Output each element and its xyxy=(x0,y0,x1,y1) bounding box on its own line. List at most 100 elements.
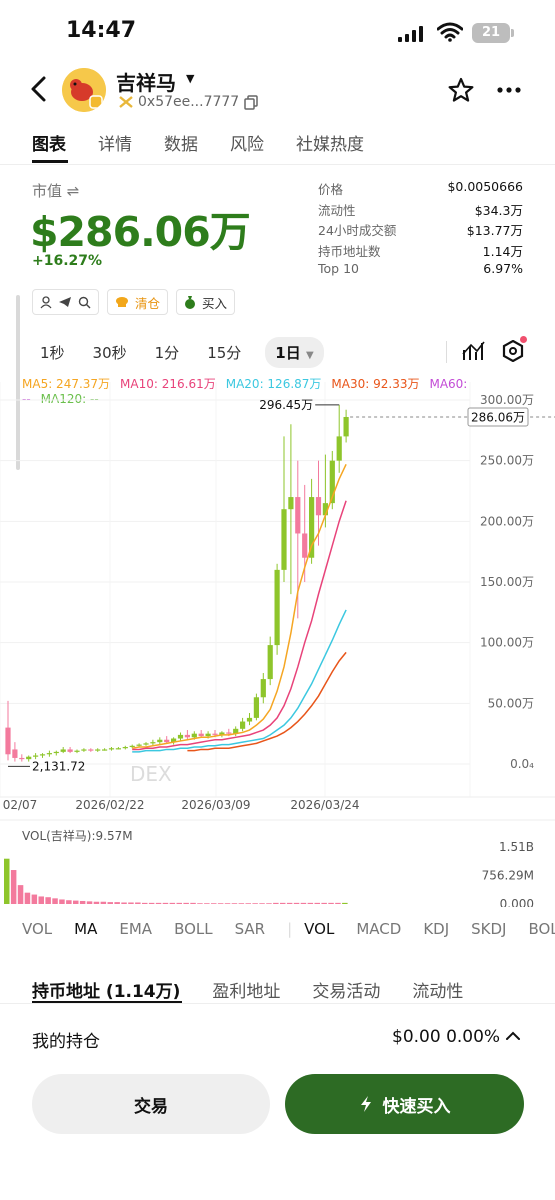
indicator-tab[interactable]: EMA xyxy=(119,920,153,938)
tab-risk[interactable]: 风险 xyxy=(230,135,264,155)
indicator-tab[interactable]: VOL xyxy=(304,920,335,938)
ma-line-ma20 xyxy=(132,609,347,753)
token-name[interactable]: 吉祥马 xyxy=(116,71,176,95)
caret-down-icon[interactable]: ▼ xyxy=(186,72,195,85)
settings-icon[interactable] xyxy=(502,340,524,362)
volume-bar xyxy=(238,903,245,904)
candle-body xyxy=(329,460,335,504)
my-holding-label: 我的持仓 xyxy=(32,1032,100,1052)
more-options-icon[interactable] xyxy=(496,78,522,102)
clear-position-chip[interactable]: 清仓 xyxy=(107,289,169,315)
interval-30s[interactable]: 30秒 xyxy=(92,344,127,362)
interval-15m[interactable]: 15分 xyxy=(207,344,242,362)
notification-dot xyxy=(520,336,527,343)
tab-social[interactable]: 社媒热度 xyxy=(296,135,364,155)
candle-body xyxy=(212,733,218,735)
candle-body xyxy=(184,734,190,738)
indicator-chart-icon[interactable] xyxy=(462,340,486,362)
price-chart[interactable]: 300.00万 250.00万 200.00万 150.00万 100.00万 50.00… xyxy=(0,372,555,907)
market-cap-label[interactable]: 市值 ⇌ xyxy=(32,182,80,200)
high-price-label: 296.45万 xyxy=(259,398,313,412)
volume-bar xyxy=(280,902,286,904)
status-time: 14:47 xyxy=(66,18,137,43)
volume-bar xyxy=(266,903,272,904)
volume-bar xyxy=(252,903,258,904)
candle-body xyxy=(26,756,32,760)
indicator-tabs: VOL MA EMA BOLL SAR | VOL MACD KDJ SKDJ … xyxy=(22,920,555,938)
volume-bar xyxy=(300,902,307,904)
contract-address-row[interactable]: 0x57ee...7777 xyxy=(118,94,259,110)
stat-volume-24h: 24小时成交额 $13.77万 xyxy=(318,220,523,241)
buy-chip[interactable]: 买入 xyxy=(176,289,236,315)
interval-1m[interactable]: 1分 xyxy=(154,344,180,362)
favorite-star-icon[interactable] xyxy=(448,77,474,103)
volume-bar xyxy=(86,901,93,904)
dex-watermark: DEX xyxy=(130,762,172,786)
candle-body xyxy=(260,679,266,698)
tab-details[interactable]: 详情 xyxy=(98,135,132,155)
chevron-up-icon[interactable] xyxy=(505,1030,521,1042)
stat-key: Top 10 xyxy=(318,261,359,276)
volume-bar xyxy=(321,902,327,904)
current-price-tag xyxy=(467,407,529,427)
candle-body xyxy=(67,749,73,752)
bnb-chain-icon xyxy=(119,96,133,108)
candle-body xyxy=(5,727,11,755)
copy-icon[interactable] xyxy=(243,94,259,110)
indicator-tab[interactable]: BOLL xyxy=(528,920,555,938)
volume-bar xyxy=(155,902,162,904)
indicator-tab[interactable]: VOL xyxy=(22,920,53,938)
volume-tick-label: 756.29M xyxy=(482,869,534,883)
volume-bar xyxy=(4,858,10,904)
social-links-chip[interactable] xyxy=(32,289,99,315)
back-arrow-icon[interactable] xyxy=(26,74,52,104)
indicator-tab[interactable]: SAR xyxy=(234,920,266,938)
user-icon xyxy=(40,295,52,308)
candle-body xyxy=(157,739,163,743)
x-tick-label: 02/07 xyxy=(3,798,38,812)
indicator-divider: | xyxy=(287,920,293,938)
volume-bar xyxy=(183,902,189,904)
candle-body xyxy=(164,739,170,743)
volume-label: VOL(吉祥马):9.57M xyxy=(22,829,133,843)
indicator-tab[interactable]: MA xyxy=(74,920,98,938)
battery-indicator: 21 xyxy=(472,23,514,43)
ma-line-ma5 xyxy=(132,463,347,749)
candle-body xyxy=(102,749,108,751)
tab-data[interactable]: 数据 xyxy=(164,135,198,155)
indicator-tab[interactable]: MACD xyxy=(356,920,402,938)
tab-divider xyxy=(0,164,555,165)
dropdown-caret-icon: ▼ xyxy=(305,350,314,361)
candle-body xyxy=(309,497,315,558)
x-tick-label: 2026/03/09 xyxy=(181,798,250,812)
interval-selected[interactable]: 1日 ▼ xyxy=(265,337,324,368)
candle-body xyxy=(150,742,156,744)
y-tick-label: 0.0₄ xyxy=(510,757,534,771)
indicator-tab[interactable]: SKDJ xyxy=(471,920,507,938)
main-tabs: 图表 详情 数据 风险 社媒热度 xyxy=(32,130,364,155)
volume-bar xyxy=(59,899,65,904)
volume-bar xyxy=(107,902,113,904)
scrollbar-thumb[interactable] xyxy=(16,295,20,470)
tab-holders[interactable]: 持币地址 (1.14万) xyxy=(32,982,181,1002)
volume-bar xyxy=(79,900,86,904)
legend-ma30: MA30: 92.33万 xyxy=(331,377,420,391)
indicator-tab[interactable]: BOLL xyxy=(174,920,213,938)
stat-liquidity: 流动性 $34.3万 xyxy=(318,200,523,221)
tab-chart[interactable]: 图表 xyxy=(32,135,66,155)
interval-1s[interactable]: 1秒 xyxy=(40,344,65,362)
candle-body xyxy=(219,732,225,735)
trade-button[interactable]: 交易 xyxy=(32,1074,270,1134)
tab-profitable[interactable]: 盈利地址 xyxy=(212,982,281,1002)
tab-activity[interactable]: 交易活动 xyxy=(312,982,381,1002)
active-tab-indicator xyxy=(32,160,68,163)
my-holding-value: $0.00 0.00% xyxy=(392,1027,501,1047)
holder-tabs: 持币地址 (1.14万) 盈利地址 交易活动 流动性 xyxy=(32,977,495,1002)
indicator-tab[interactable]: KDJ xyxy=(423,920,450,938)
quick-buy-button[interactable]: 快速买入 xyxy=(285,1074,524,1134)
volume-bar xyxy=(245,903,251,904)
stat-key: 流动性 xyxy=(318,202,356,218)
ma-line-ma30 xyxy=(187,651,347,752)
tab-liquidity[interactable]: 流动性 xyxy=(412,982,464,1002)
volume-bar xyxy=(204,903,210,904)
